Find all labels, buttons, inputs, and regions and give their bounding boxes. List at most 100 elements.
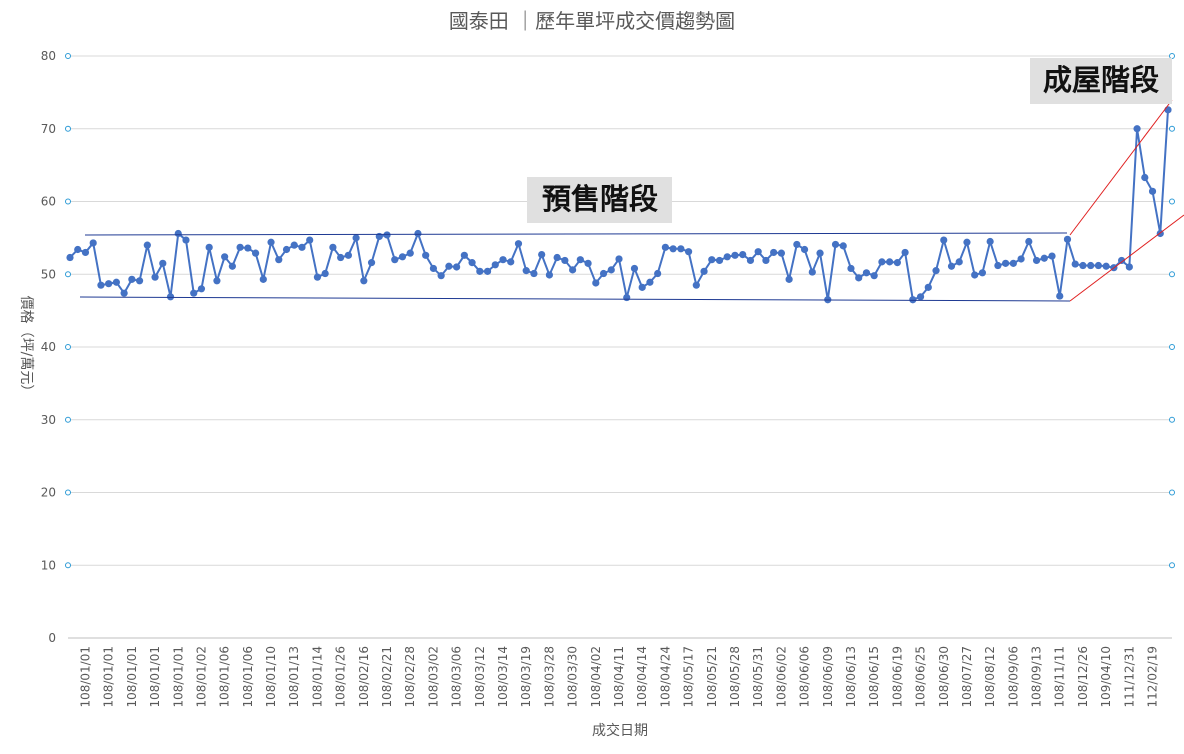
x-tick-label: 108/04/11 — [612, 646, 626, 708]
data-point — [81, 248, 90, 257]
data-point — [391, 256, 399, 264]
y-tick-label: 40 — [41, 340, 56, 354]
data-point — [715, 256, 724, 265]
x-tick-label: 108/11/11 — [1053, 646, 1067, 708]
tick-marker — [1169, 489, 1175, 496]
data-point — [166, 293, 175, 301]
data-point — [700, 267, 708, 275]
tick-marker — [1169, 53, 1175, 59]
data-point — [460, 251, 468, 259]
x-tick-label: 108/09/13 — [1030, 646, 1044, 708]
data-point — [831, 240, 840, 249]
data-point — [476, 267, 484, 275]
data-point — [1118, 256, 1126, 265]
tick-marker — [1169, 198, 1175, 205]
x-tick-label: 108/09/06 — [1006, 646, 1020, 708]
x-tick-label: 108/02/21 — [380, 646, 394, 708]
y-axis-label: 價格（坪/萬元） — [18, 296, 35, 399]
x-tick-label: 108/01/13 — [287, 646, 301, 708]
data-point — [228, 262, 236, 270]
data-point — [360, 277, 368, 285]
x-tick-label: 108/01/26 — [334, 646, 348, 708]
upper-rise — [1069, 99, 1173, 236]
tick-marker — [1169, 271, 1175, 278]
x-tick-label: 109/04/10 — [1099, 646, 1113, 708]
x-tick-label: 108/05/28 — [728, 646, 742, 708]
data-point — [630, 264, 639, 273]
data-point — [135, 277, 144, 285]
lower-band — [79, 296, 1071, 302]
data-point — [762, 256, 770, 265]
data-point — [669, 245, 677, 253]
tick-marker — [65, 416, 71, 423]
x-tick-label: 108/05/21 — [705, 646, 719, 708]
data-point — [66, 253, 74, 262]
data-point — [553, 253, 561, 262]
data-point — [800, 245, 809, 254]
data-point — [367, 259, 376, 267]
data-point — [213, 277, 221, 285]
data-point — [1017, 255, 1025, 263]
data-point — [646, 278, 654, 286]
data-point — [599, 269, 608, 278]
x-tick-label: 108/06/06 — [798, 646, 812, 708]
data-point — [785, 275, 793, 283]
annotation: 預售階段 — [542, 182, 658, 216]
data-point — [607, 266, 615, 274]
data-point — [692, 281, 700, 289]
data-point — [963, 238, 971, 246]
data-point — [1087, 261, 1095, 270]
data-point — [128, 275, 136, 283]
data-point — [584, 259, 592, 267]
x-tick-label: 108/06/02 — [774, 646, 788, 708]
data-point — [886, 258, 894, 266]
data-point — [576, 256, 584, 264]
data-point — [638, 283, 646, 291]
data-point — [708, 256, 716, 264]
x-tick-label: 108/05/31 — [751, 646, 765, 708]
data-point — [499, 256, 507, 264]
data-point — [1040, 254, 1048, 262]
x-tick-label: 108/07/27 — [960, 646, 974, 708]
x-tick-label: 108/03/28 — [542, 646, 556, 708]
data-point — [483, 267, 492, 275]
data-point — [151, 273, 159, 281]
data-point — [1002, 259, 1010, 267]
x-tick-label: 108/04/14 — [635, 646, 649, 708]
x-tick-label: 108/01/01 — [148, 646, 162, 708]
data-point — [97, 281, 105, 289]
x-tick-label: 108/01/02 — [194, 646, 208, 708]
data-point — [1056, 292, 1064, 300]
y-tick-label: 80 — [41, 49, 56, 63]
data-point — [855, 274, 863, 282]
data-point — [112, 278, 120, 286]
chart-title: 國泰田 ｜歷年單坪成交價趨勢圖 — [449, 9, 735, 33]
x-tick-label: 108/03/12 — [473, 646, 487, 708]
data-point — [522, 267, 530, 275]
data-point — [723, 253, 731, 261]
data-point — [623, 293, 631, 302]
data-point — [746, 256, 755, 265]
y-tick-label: 0 — [48, 631, 56, 645]
data-point — [569, 266, 577, 274]
data-point — [445, 262, 453, 270]
tick-marker — [65, 125, 71, 132]
data-point — [275, 256, 283, 264]
data-point — [1048, 252, 1056, 260]
data-point — [916, 293, 925, 301]
x-tick-label: 108/04/02 — [589, 646, 603, 708]
data-point — [89, 239, 97, 247]
data-point — [507, 258, 515, 266]
data-point — [1148, 187, 1157, 195]
data-point — [1125, 263, 1133, 271]
data-point — [182, 236, 190, 244]
x-tick-label: 108/06/13 — [844, 646, 858, 708]
annotation-box — [1030, 58, 1172, 104]
data-point — [120, 289, 128, 297]
x-tick-label: 108/06/19 — [890, 646, 904, 708]
data-point — [236, 243, 244, 251]
x-axis-label: 成交日期 — [592, 722, 648, 739]
data-point — [955, 258, 963, 266]
data-point — [313, 273, 322, 281]
data-point — [545, 271, 554, 279]
